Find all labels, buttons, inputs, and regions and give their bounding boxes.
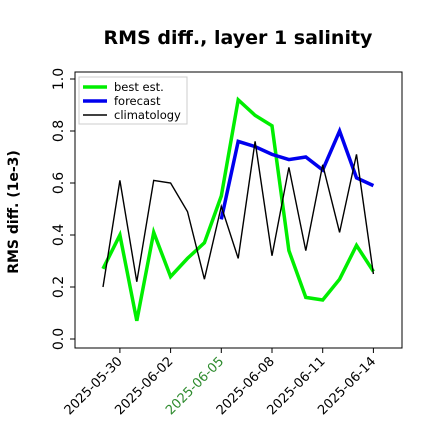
y-tick-label: 0.2 [51, 276, 67, 298]
y-tick-label: 0.4 [51, 224, 67, 246]
y-axis-label: RMS diff. (1e-3) [6, 150, 22, 274]
y-tick-label: 0.0 [51, 328, 67, 350]
series-line-forecast [219, 126, 375, 220]
legend-label: climatology [114, 108, 181, 122]
y-tick-label: 0.8 [51, 120, 67, 142]
y-tick-label: 1.0 [51, 68, 67, 90]
series-line-climatology [102, 141, 375, 288]
series-line-best-est [101, 96, 375, 322]
legend-label: forecast [114, 94, 161, 108]
chart-title: RMS diff., layer 1 salinity [104, 27, 374, 49]
series-layer [101, 96, 375, 322]
y-tick-label: 0.6 [51, 172, 67, 194]
plot-frame [74, 71, 403, 349]
legend-label: best est. [114, 80, 164, 94]
